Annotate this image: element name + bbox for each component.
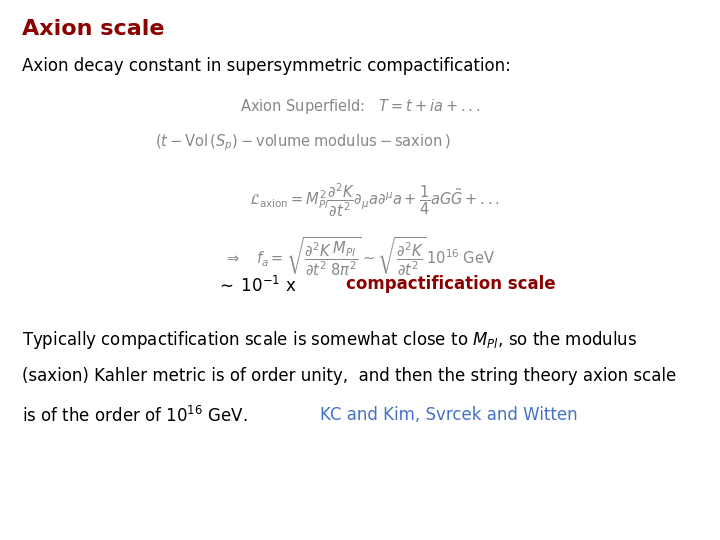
Text: Axion scale: Axion scale (22, 19, 164, 39)
Text: $\Rightarrow \quad f_a = \sqrt{\dfrac{\partial^2 K}{\partial t^2} \dfrac{M_{Pl}}: $\Rightarrow \quad f_a = \sqrt{\dfrac{\p… (225, 235, 495, 278)
Text: $\sim\; 10^{-1}$ x: $\sim\; 10^{-1}$ x (216, 275, 297, 295)
Text: compactification scale: compactification scale (346, 275, 555, 293)
Text: Typically compactification scale is somewhat close to $M_{Pl}$, so the modulus: Typically compactification scale is some… (22, 329, 637, 352)
Text: KC and Kim, Svrcek and Witten: KC and Kim, Svrcek and Witten (320, 406, 578, 424)
Text: Axion Superfield:   $T = t + ia + ...$: Axion Superfield: $T = t + ia + ...$ (240, 97, 480, 116)
Text: $(t - \mathrm{Vol}\,(S_p) - \mathrm{volume\;modulus} - \mathrm{saxion}\,)$: $(t - \mathrm{Vol}\,(S_p) - \mathrm{volu… (155, 132, 450, 153)
Text: $\mathcal{L}_{\mathrm{axion}} = M_{Pl}^2 \dfrac{\partial^2 K}{\partial t^2} \par: $\mathcal{L}_{\mathrm{axion}} = M_{Pl}^2… (249, 181, 500, 219)
Text: is of the order of $10^{16}$ GeV.: is of the order of $10^{16}$ GeV. (22, 406, 254, 426)
Text: (saxion) Kahler metric is of order unity,  and then the string theory axion scal: (saxion) Kahler metric is of order unity… (22, 367, 676, 385)
Text: Axion decay constant in supersymmetric compactification:: Axion decay constant in supersymmetric c… (22, 57, 510, 75)
